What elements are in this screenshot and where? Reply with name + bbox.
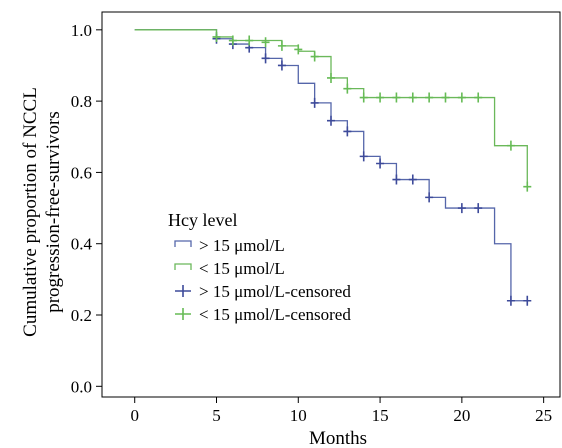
- censor-mark-2: [228, 35, 237, 46]
- censor-mark-2: [310, 51, 319, 62]
- censor-mark-2: [392, 92, 401, 103]
- axis-ticks: [96, 29, 545, 403]
- x-axis-title: Months: [309, 428, 367, 448]
- censor-mark-2: [327, 72, 335, 83]
- y-axis-title-line-1: Cumulative proportion of NCCL: [20, 87, 41, 337]
- legend-label: < 15 μmol/L-censored: [199, 305, 351, 324]
- y-tick-label: 0.8: [71, 92, 92, 111]
- legend-title: Hcy level: [168, 210, 237, 230]
- censor-mark-1: [457, 203, 466, 214]
- censor-mark-2: [359, 92, 368, 103]
- x-tick-label: 10: [290, 406, 307, 425]
- censor-mark-1: [506, 295, 515, 306]
- censor-mark-2: [212, 31, 221, 42]
- x-tick-label: 5: [212, 406, 221, 425]
- legend: Hcy level > 15 μmol/L < 15 μmol/L > 15 μmo…: [168, 210, 351, 324]
- censor-mark-2: [408, 92, 417, 103]
- censor-mark-1: [408, 174, 417, 185]
- legend-step-symbol: [174, 263, 192, 270]
- censor-mark-1: [474, 203, 483, 214]
- censor-mark-1: [343, 126, 352, 137]
- legend-step-symbol: [174, 240, 192, 247]
- censor-mark-1: [392, 174, 401, 185]
- y-tick-label: 0.0: [71, 377, 92, 396]
- axis-tick-labels: 0 5 10 15 20 25 0.0 0.2 0.4 0.6 0.8 1.0: [71, 21, 552, 425]
- y-tick-label: 1.0: [71, 21, 92, 40]
- censor-mark-2: [523, 181, 532, 192]
- censor-mark-2: [457, 92, 466, 103]
- legend-label: < 15 μmol/L: [199, 259, 285, 278]
- censor-mark-2: [261, 37, 270, 48]
- censor-mark-2: [441, 92, 450, 103]
- censor-mark-2: [294, 44, 303, 55]
- censor-mark-2: [506, 140, 515, 151]
- x-tick-label: 0: [130, 406, 139, 425]
- legend-label: > 15 μmol/L-censored: [199, 282, 351, 301]
- censor-mark-2: [343, 83, 352, 94]
- censor-mark-2: [425, 92, 434, 103]
- y-axis-title-line-2: progression-free-survivors: [43, 111, 64, 313]
- censor-mark-2: [474, 92, 483, 103]
- y-tick-label: 0.4: [71, 235, 93, 254]
- x-tick-label: 15: [372, 406, 389, 425]
- censor-mark-1: [261, 53, 270, 64]
- legend-label: > 15 μmol/L: [199, 236, 285, 255]
- x-tick-label: 20: [453, 406, 470, 425]
- y-tick-label: 0.2: [71, 306, 92, 325]
- censor-mark-1: [376, 158, 385, 169]
- legend-cross-symbol: [175, 308, 191, 320]
- censor-mark-1: [277, 60, 286, 71]
- censor-mark-2: [277, 40, 286, 51]
- censor-mark-2: [376, 92, 385, 103]
- x-tick-label: 25: [535, 406, 552, 425]
- censor-mark-2: [245, 35, 254, 46]
- censor-mark-1: [327, 115, 335, 126]
- censor-mark-1: [359, 151, 368, 162]
- censor-mark-1: [425, 192, 434, 203]
- censor-marks: [212, 31, 532, 306]
- censor-mark-1: [523, 295, 532, 306]
- y-tick-label: 0.6: [71, 163, 92, 182]
- legend-cross-symbol: [175, 285, 191, 297]
- censor-mark-1: [310, 97, 319, 108]
